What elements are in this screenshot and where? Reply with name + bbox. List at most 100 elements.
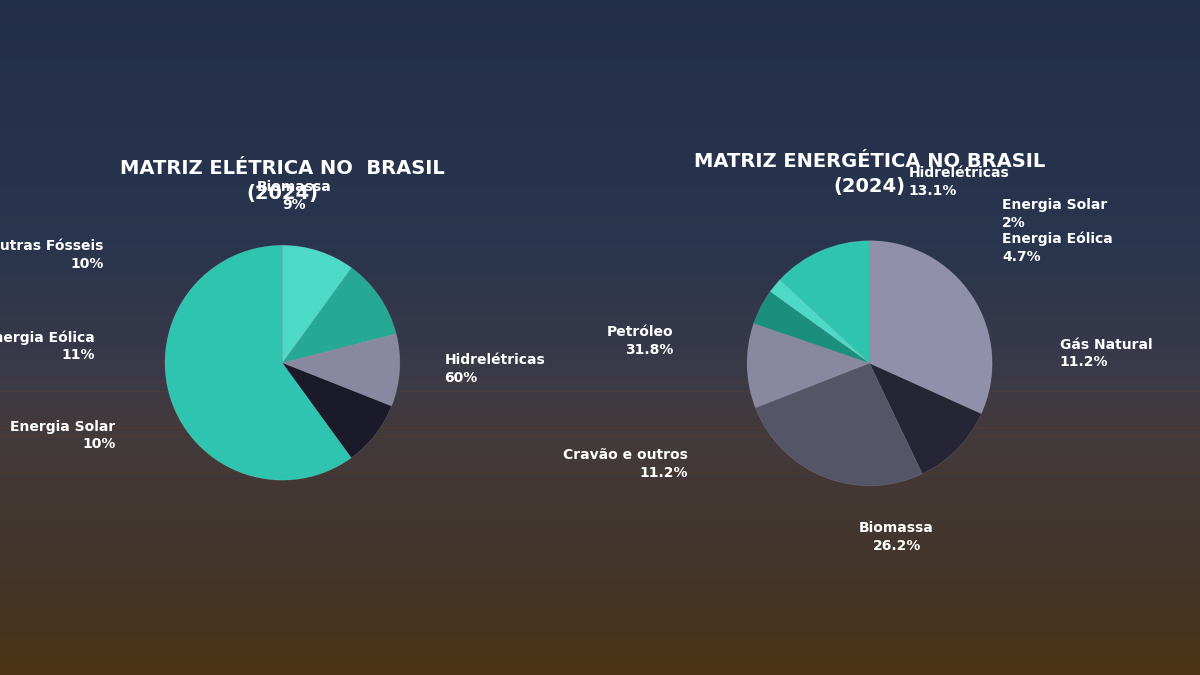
Bar [0,173,1200,176]
Bar [0,385,1200,387]
Bar [0,265,1200,268]
Bar [0,243,1200,245]
Bar [0,205,1200,207]
Bar [0,313,1200,315]
Bar [0,270,1200,272]
Bar [0,619,1200,621]
Bar [0,144,1200,146]
Bar [0,392,1200,394]
Bar [0,650,1200,653]
Bar [0,252,1200,254]
Bar [0,522,1200,524]
Bar [0,250,1200,252]
Bar [0,272,1200,275]
Bar [0,562,1200,565]
Bar [0,308,1200,310]
Bar [0,0,1200,2]
Bar [0,189,1200,191]
Bar [0,373,1200,376]
Bar [0,360,1200,362]
Bar [0,286,1200,288]
Bar [0,466,1200,468]
Bar [0,500,1200,502]
Bar [0,297,1200,299]
Bar [0,558,1200,560]
Bar [0,614,1200,616]
Bar [0,292,1200,295]
Bar [0,346,1200,349]
Bar [0,502,1200,504]
Bar [0,452,1200,454]
Bar [0,432,1200,434]
Bar [0,232,1200,234]
Bar [0,216,1200,218]
Bar [0,288,1200,290]
Bar [0,378,1200,380]
Bar [0,459,1200,461]
Bar [0,171,1200,173]
Bar [0,126,1200,128]
Bar [0,626,1200,628]
Bar [0,124,1200,126]
Bar [0,133,1200,135]
Bar [0,20,1200,22]
Bar [0,353,1200,356]
Bar [0,423,1200,425]
Bar [0,389,1200,391]
Bar [0,256,1200,259]
Bar [0,619,1200,621]
Bar [0,142,1200,144]
Bar [0,56,1200,59]
Bar [0,542,1200,545]
Bar [0,128,1200,130]
Bar [0,34,1200,36]
Bar [0,329,1200,331]
Bar [0,351,1200,353]
Bar [0,535,1200,538]
Bar [0,86,1200,88]
Bar [0,146,1200,148]
Bar [0,407,1200,410]
Bar [0,446,1200,448]
Bar [0,643,1200,646]
Bar [0,450,1200,452]
Bar [0,180,1200,182]
Bar [0,209,1200,211]
Bar [0,668,1200,670]
Bar [0,333,1200,335]
Bar [0,506,1200,508]
Bar [0,254,1200,256]
Bar [0,54,1200,56]
Bar [0,511,1200,513]
Bar [0,279,1200,281]
Bar [0,302,1200,304]
Bar [0,547,1200,549]
Bar [0,486,1200,488]
Bar [0,531,1200,533]
Bar [0,286,1200,288]
Bar [0,115,1200,117]
Bar [0,580,1200,583]
Bar [0,281,1200,283]
Bar [0,167,1200,169]
Bar [0,59,1200,61]
Bar [0,520,1200,522]
Bar [0,113,1200,115]
Bar [0,383,1200,385]
Bar [0,454,1200,457]
Bar [0,623,1200,626]
Bar [0,32,1200,34]
Bar [0,295,1200,297]
Bar [0,513,1200,515]
Bar [0,252,1200,254]
Bar [0,628,1200,630]
Bar [0,497,1200,499]
Bar [0,43,1200,45]
Bar [0,565,1200,567]
Bar [0,484,1200,486]
Bar [0,108,1200,110]
Bar [0,659,1200,662]
Bar [0,261,1200,263]
Bar [0,495,1200,497]
Bar [0,506,1200,508]
